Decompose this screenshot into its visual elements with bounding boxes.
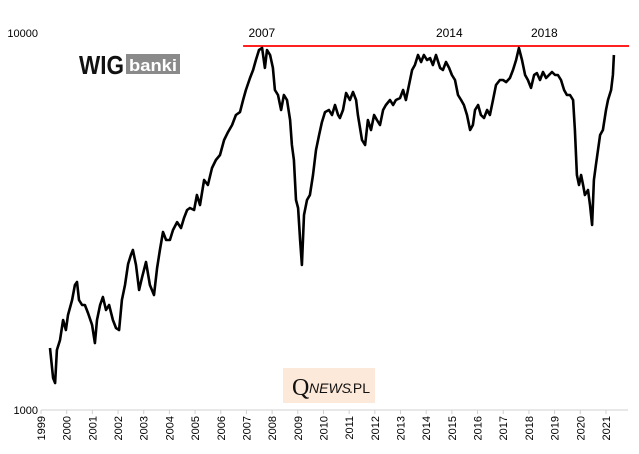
- x-tick-label: 2006: [216, 416, 228, 440]
- x-tick-label: 1999: [36, 416, 48, 440]
- x-tick-label: 2011: [344, 416, 356, 440]
- x-tick-label: 2021: [601, 416, 613, 440]
- x-tick-label: 2012: [370, 416, 382, 440]
- x-tick-label: 2005: [190, 416, 202, 440]
- index-line: [48, 46, 616, 385]
- logo-banki-text: banki: [129, 56, 177, 75]
- x-tick-label: 2009: [293, 416, 305, 440]
- peak-annotation-2007: 2007: [248, 26, 275, 40]
- qnews-watermark: Q NEWS .PL: [283, 368, 375, 403]
- peak-annotation-2014: 2014: [436, 26, 463, 40]
- logo-wig-text: WIG: [79, 50, 124, 80]
- x-tick-label: 2013: [396, 416, 408, 440]
- peak-annotation-2018: 2018: [531, 26, 558, 40]
- watermark-box: [283, 368, 375, 403]
- x-tick-label: 2016: [473, 416, 485, 440]
- x-tick-label: 2008: [267, 416, 279, 440]
- wig-banki-logo: WIG banki: [79, 50, 180, 80]
- y-tick-label: 10000: [7, 28, 38, 40]
- watermark-news: NEWS: [309, 380, 352, 396]
- x-tick-label: 2003: [139, 416, 151, 440]
- x-tick-label: 2001: [87, 416, 99, 440]
- x-tick-label: 2002: [113, 416, 125, 440]
- watermark-q: Q: [292, 375, 309, 401]
- x-tick-label: 2017: [498, 416, 510, 440]
- watermark-pl: .PL: [349, 380, 370, 396]
- x-tick-label: 2007: [241, 416, 253, 440]
- x-tick-label: 2018: [524, 416, 536, 440]
- x-tick-label: 2019: [550, 416, 562, 440]
- x-tick-label: 2015: [447, 416, 459, 440]
- x-tick-label: 2004: [164, 416, 176, 440]
- logo-banki-box: [126, 54, 180, 74]
- x-tick-label: 2010: [318, 416, 330, 440]
- x-tick-label: 2020: [575, 416, 587, 440]
- x-tick-label: 2000: [62, 416, 74, 440]
- x-tick-label: 2014: [421, 416, 433, 440]
- y-tick-label: 1000: [14, 405, 38, 417]
